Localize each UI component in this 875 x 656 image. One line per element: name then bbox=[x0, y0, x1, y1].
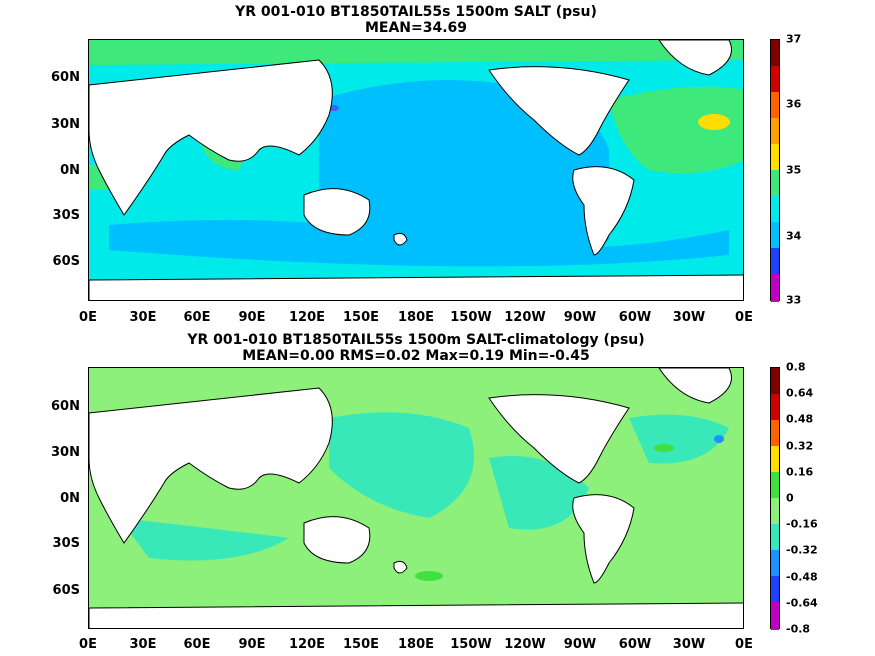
panel2-title: YR 001-010 BT1850TAIL55s 1500m SALT-clim… bbox=[187, 332, 645, 348]
colorbar-label: -0.64 bbox=[786, 596, 818, 610]
lon-label: 60W bbox=[618, 310, 652, 325]
lon-label: 90W bbox=[563, 310, 597, 325]
colorbar-label: 36 bbox=[786, 97, 802, 111]
panel1-title: YR 001-010 BT1850TAIL55s 1500m SALT (psu… bbox=[235, 4, 597, 20]
lon-label: 150E bbox=[342, 310, 380, 325]
colorbar-label: 33 bbox=[786, 293, 802, 307]
colorbar-label: 0.16 bbox=[786, 465, 814, 479]
colorbar-label: -0.48 bbox=[786, 570, 818, 584]
lon-label: 120W bbox=[504, 310, 546, 325]
colorbar-label: -0.8 bbox=[786, 622, 811, 636]
colorbar-label: -0.16 bbox=[786, 517, 818, 531]
lon-label: 30W bbox=[672, 310, 706, 325]
colorbar-label: 0.8 bbox=[786, 360, 806, 374]
lon-label: 0E bbox=[735, 637, 753, 652]
colorbar-label: 35 bbox=[786, 163, 802, 177]
lat-label-30s: 30S bbox=[52, 208, 80, 223]
lon-label: 0E bbox=[79, 310, 97, 325]
lat-label-30n: 30N bbox=[51, 445, 80, 460]
lon-label: 30E bbox=[129, 637, 157, 652]
colorbar-label: 37 bbox=[786, 32, 802, 46]
lon-label: 60W bbox=[618, 637, 652, 652]
colorbar-label: -0.32 bbox=[786, 543, 818, 557]
lat-label-30s: 30S bbox=[52, 536, 80, 551]
colorbar-label: 34 bbox=[786, 229, 802, 243]
salinity-colorbar bbox=[770, 39, 780, 302]
panel1-subtitle: MEAN=34.69 bbox=[364, 20, 468, 36]
lon-label: 0E bbox=[735, 310, 753, 325]
lon-label: 180E bbox=[397, 637, 435, 652]
lat-label-60s: 60S bbox=[52, 583, 80, 598]
lon-label: 30W bbox=[672, 637, 706, 652]
lon-label: 90E bbox=[238, 310, 266, 325]
lon-label: 90E bbox=[238, 637, 266, 652]
lat-label-0n: 0N bbox=[60, 163, 80, 178]
lon-label: 60E bbox=[183, 310, 211, 325]
panel2-subtitle: MEAN=0.00 RMS=0.02 Max=0.19 Min=-0.45 bbox=[242, 348, 590, 364]
lon-label: 120W bbox=[504, 637, 546, 652]
lat-label-60s: 60S bbox=[52, 254, 80, 269]
lon-label: 90W bbox=[563, 637, 597, 652]
salinity-map-svg bbox=[89, 40, 743, 300]
lon-label: 150W bbox=[450, 637, 492, 652]
colorbar-label: 0 bbox=[786, 491, 794, 505]
salinity-map bbox=[88, 39, 744, 301]
lat-label-60n: 60N bbox=[51, 70, 80, 85]
lat-label-30n: 30N bbox=[51, 117, 80, 132]
lon-label: 180E bbox=[397, 310, 435, 325]
lat-label-0n: 0N bbox=[60, 491, 80, 506]
lon-label: 120E bbox=[288, 637, 326, 652]
salinity-anomaly-map bbox=[88, 367, 744, 629]
lon-label: 150W bbox=[450, 310, 492, 325]
lon-label: 60E bbox=[183, 637, 211, 652]
colorbar-label: 0.48 bbox=[786, 412, 814, 426]
lon-label: 0E bbox=[79, 637, 97, 652]
land-masses bbox=[89, 40, 743, 300]
colorbar-label: 0.32 bbox=[786, 439, 814, 453]
lat-label-60n: 60N bbox=[51, 399, 80, 414]
colorbar-label: 0.64 bbox=[786, 386, 814, 400]
lon-label: 120E bbox=[288, 310, 326, 325]
anomaly-colorbar bbox=[770, 367, 780, 630]
anomaly-map-svg bbox=[89, 368, 743, 628]
lon-label: 30E bbox=[129, 310, 157, 325]
lon-label: 150E bbox=[342, 637, 380, 652]
